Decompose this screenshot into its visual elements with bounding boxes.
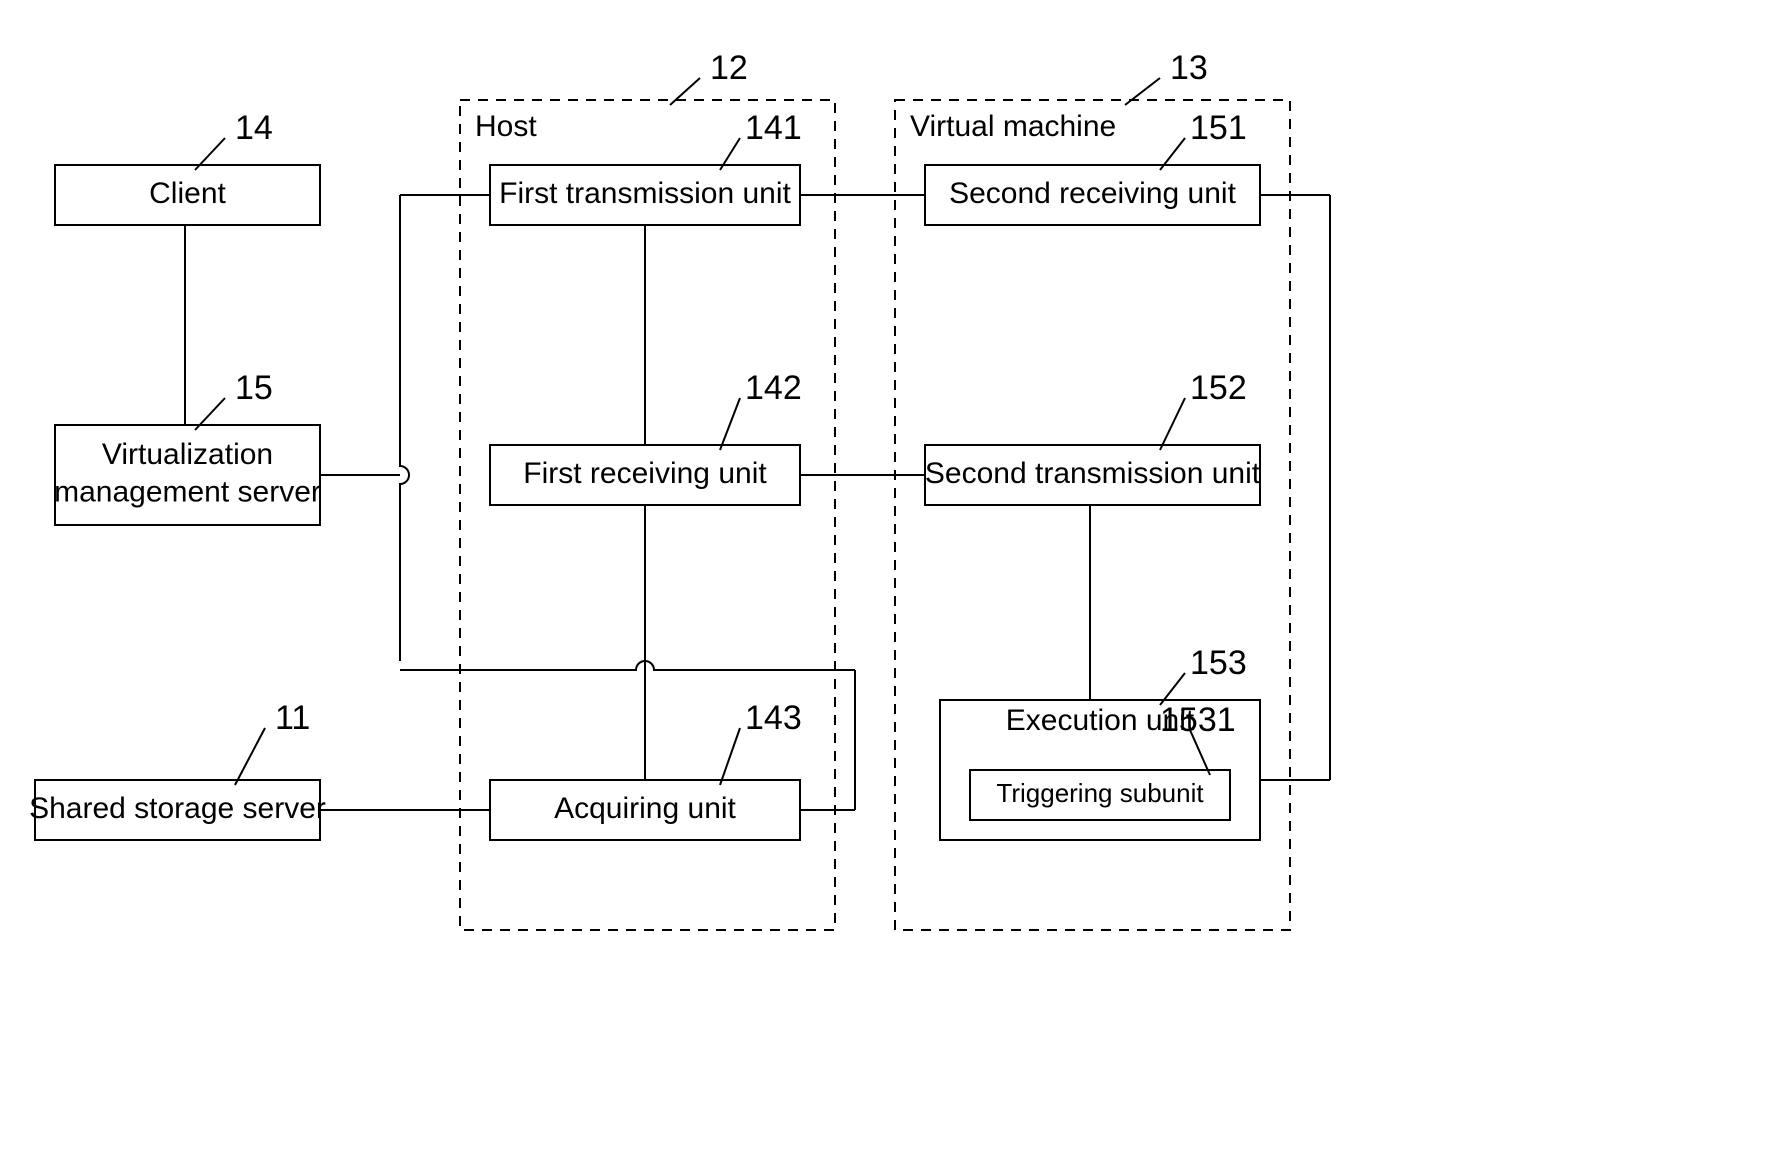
leader-142 bbox=[720, 398, 740, 450]
node-label-vms-0: Virtualization bbox=[102, 438, 273, 471]
node-label-client-0: Client bbox=[149, 177, 226, 210]
leader-152 bbox=[1160, 398, 1185, 450]
node-label-frx-0: First receiving unit bbox=[523, 457, 767, 490]
ref-13: 13 bbox=[1170, 49, 1208, 87]
ref-143: 143 bbox=[745, 699, 802, 737]
ref-153: 153 bbox=[1190, 644, 1247, 682]
group-title-vm: Virtual machine bbox=[910, 110, 1116, 143]
ref-12: 12 bbox=[710, 49, 748, 87]
node-label-ftx-0: First transmission unit bbox=[499, 177, 791, 210]
ref-142: 142 bbox=[745, 369, 802, 407]
edge-bus-acq-h1 bbox=[400, 661, 855, 670]
ref-11: 11 bbox=[275, 699, 310, 737]
ref-141: 141 bbox=[745, 109, 802, 147]
ref-14: 14 bbox=[235, 109, 273, 147]
ref-152: 152 bbox=[1190, 369, 1247, 407]
group-title-host: Host bbox=[475, 110, 537, 143]
leader-143 bbox=[720, 728, 740, 785]
edge-bus-vert bbox=[400, 195, 409, 661]
node-label-trig-0: Triggering subunit bbox=[996, 778, 1204, 808]
node-label-srx-0: Second receiving unit bbox=[949, 177, 1237, 210]
ref-1531: 1531 bbox=[1160, 701, 1236, 739]
leader-11 bbox=[235, 728, 265, 785]
node-label-stx-0: Second transmission unit bbox=[925, 457, 1261, 490]
diagram-canvas: Host Virtual machine Client Virtualization… bbox=[0, 0, 1765, 1165]
ref-15: 15 bbox=[235, 369, 273, 407]
node-label-vms-1: management server bbox=[54, 476, 321, 509]
node-label-acq-0: Acquiring unit bbox=[554, 792, 736, 825]
ref-151: 151 bbox=[1190, 109, 1247, 147]
node-label-sss-0: Shared storage server bbox=[29, 792, 326, 825]
